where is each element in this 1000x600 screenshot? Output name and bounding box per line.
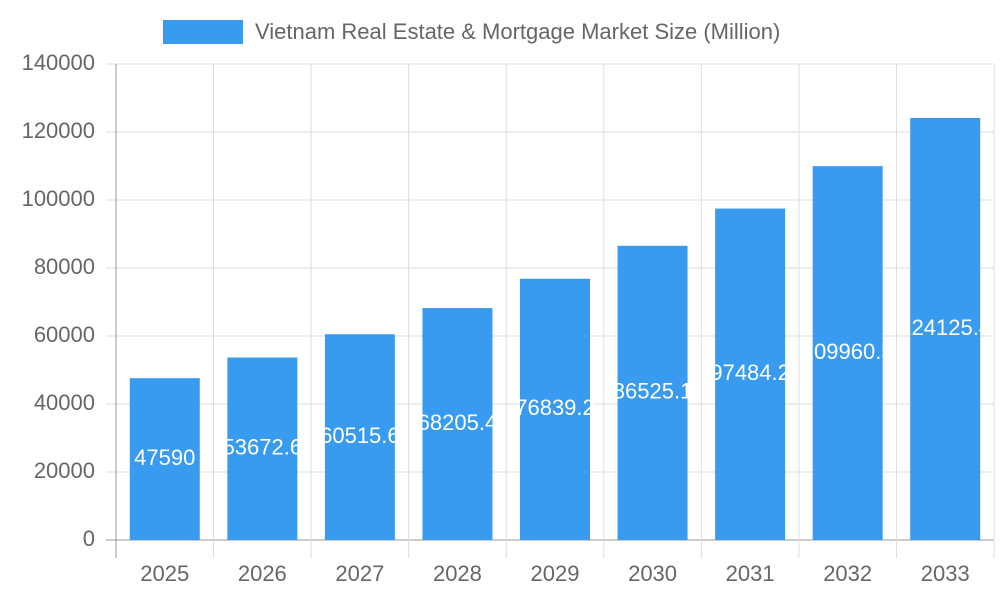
- bar: [715, 208, 786, 541]
- x-tick-label: 2033: [921, 561, 970, 586]
- legend-swatch: [163, 20, 243, 44]
- data-label: 97484.2: [710, 360, 790, 385]
- y-tick-label: 100000: [22, 186, 95, 211]
- bar: [520, 278, 590, 540]
- x-tick-label: 2028: [433, 561, 482, 586]
- y-tick-label: 20000: [34, 458, 95, 483]
- data-label: 86525.1: [613, 379, 693, 404]
- bar: [617, 245, 688, 540]
- data-label: 60515.6: [320, 423, 400, 448]
- bar: [129, 378, 200, 540]
- y-tick-label: 120000: [22, 118, 95, 143]
- x-tick-label: 2032: [823, 561, 872, 586]
- x-tick-label: 2031: [726, 561, 775, 586]
- x-tick-label: 2025: [140, 561, 189, 586]
- x-tick-label: 2030: [628, 561, 677, 586]
- data-label: 68205.4: [418, 410, 498, 435]
- y-tick-label: 40000: [34, 390, 95, 415]
- data-label: 124125.4: [899, 315, 991, 340]
- data-label: 109960.5: [802, 339, 894, 364]
- bar: [812, 166, 883, 541]
- x-tick-label: 2027: [335, 561, 384, 586]
- bar: [422, 308, 493, 540]
- bar: [324, 334, 395, 540]
- data-label: 76839.2: [515, 395, 595, 420]
- y-tick-label: 60000: [34, 322, 95, 347]
- data-label: 47590: [134, 445, 195, 470]
- y-tick-label: 0: [83, 526, 95, 551]
- data-label: 53672.6: [223, 435, 303, 460]
- bar: [227, 357, 298, 540]
- x-tick-label: 2029: [531, 561, 580, 586]
- bar: [910, 117, 981, 541]
- x-tick-label: 2026: [238, 561, 287, 586]
- legend-label: Vietnam Real Estate & Mortgage Market Si…: [255, 19, 780, 44]
- y-tick-label: 80000: [34, 254, 95, 279]
- y-tick-label: 140000: [22, 50, 95, 75]
